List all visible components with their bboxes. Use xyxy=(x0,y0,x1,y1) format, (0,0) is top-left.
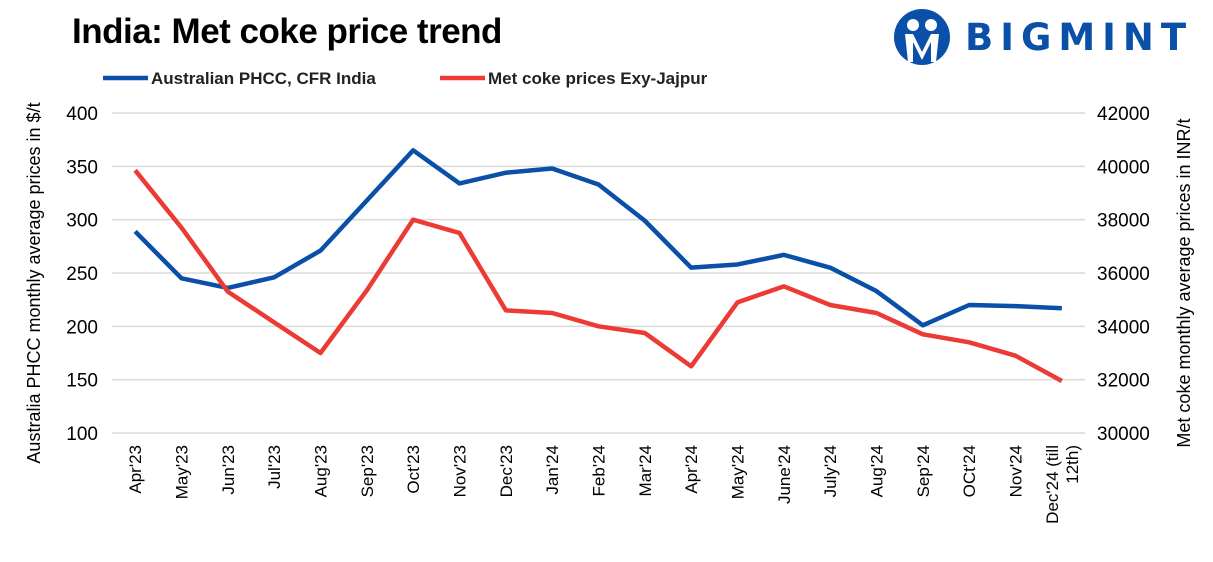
x-tick-label: Dec'24 (till xyxy=(1043,445,1062,524)
x-tick-label: Feb'24 xyxy=(590,445,609,496)
x-tick-label: June'24 xyxy=(775,445,794,504)
x-tick-label: 12th) xyxy=(1063,445,1082,484)
series-line-1 xyxy=(133,148,1062,328)
x-tick-label: Apr'24 xyxy=(682,445,701,494)
y-tick-label: 350 xyxy=(66,157,98,178)
x-tick-label: July'24 xyxy=(821,445,840,497)
y2-axis-label: Met coke monthly average prices in INR/t xyxy=(1174,118,1194,447)
legend-label: Australian PHCC, CFR India xyxy=(151,69,376,88)
x-tick-label: Aug'23 xyxy=(312,445,331,497)
y-tick-label: 200 xyxy=(66,317,98,338)
y-tick-label: 300 xyxy=(66,211,98,232)
chart-title: India: Met coke price trend xyxy=(72,12,502,51)
logo-people-icon xyxy=(894,9,950,65)
logo-text: BIGMINT xyxy=(965,15,1194,59)
x-tick-label: Mar'24 xyxy=(636,445,655,496)
x-tick-label: Jan'24 xyxy=(543,445,562,495)
y2-tick-label: 40000 xyxy=(1097,157,1150,178)
legend-label: Met coke prices Exy-Jajpur xyxy=(488,69,708,88)
y-tick-label: 400 xyxy=(66,104,98,125)
x-tick-label: Sep'23 xyxy=(358,445,377,497)
y-tick-label: 150 xyxy=(66,371,98,392)
x-tick-label: May'23 xyxy=(173,445,192,499)
y2-tick-label: 32000 xyxy=(1097,371,1150,392)
y2-tick-label: 30000 xyxy=(1097,424,1150,445)
x-tick-label: Apr'23 xyxy=(126,445,145,494)
bigmint-logo: BIGMINT xyxy=(893,8,1193,66)
y-tick-label: 100 xyxy=(66,424,98,445)
x-tick-label: Dec'23 xyxy=(497,445,516,497)
y2-tick-label: 38000 xyxy=(1097,211,1150,232)
y2-tick-label: 42000 xyxy=(1097,104,1150,125)
y-tick-label: 250 xyxy=(66,264,98,285)
x-tick-label: May'24 xyxy=(729,445,748,499)
x-tick-label: Oct'23 xyxy=(404,445,423,494)
x-tick-label: Aug'24 xyxy=(868,445,887,497)
x-tick-label: OCt'24 xyxy=(960,445,979,497)
x-tick-label: Nov'24 xyxy=(1007,445,1026,497)
y2-tick-label: 34000 xyxy=(1097,317,1150,338)
y-axis-label: Australia PHCC monthly average prices in… xyxy=(24,102,44,463)
y2-tick-label: 36000 xyxy=(1097,264,1150,285)
x-tick-label: Nov'23 xyxy=(451,445,470,497)
x-tick-label: Jun'23 xyxy=(219,445,238,495)
x-tick-label: Jul'23 xyxy=(265,445,284,489)
x-tick-label: Sep'24 xyxy=(914,445,933,497)
